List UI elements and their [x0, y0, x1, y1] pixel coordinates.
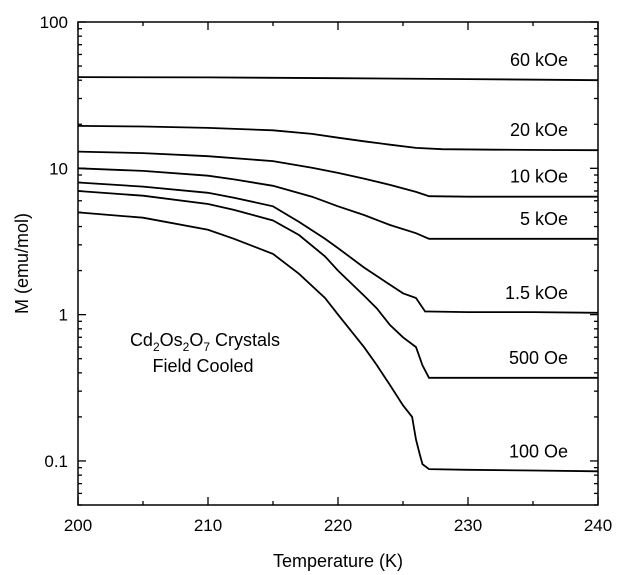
series-line [77, 150, 598, 198]
series-line [77, 76, 599, 82]
field-cooled-annotation: Field Cooled [152, 356, 253, 376]
y-tick-label: 1 [59, 306, 68, 325]
sample-annotation: Cd2Os2O7 Crystals [130, 330, 280, 354]
y-tick-label: 0.1 [44, 452, 68, 471]
series-lines [77, 76, 599, 473]
series-label: 100 Oe [509, 441, 568, 461]
series-label: 5 kOe [520, 209, 568, 229]
series-line [77, 181, 599, 314]
series-line [77, 167, 598, 240]
x-tick-label: 240 [584, 516, 612, 535]
series-label: 20 kOe [510, 120, 568, 140]
series-label: 10 kOe [510, 167, 568, 187]
series-labels: 60 kOe 20 kOe 10 kOe 5 kOe 1.5 kOe 500 Oe 100 … [505, 50, 568, 461]
series-label: 1.5 kOe [505, 283, 568, 303]
series-line [77, 190, 598, 379]
x-tick-label: 220 [324, 516, 352, 535]
x-tick-label: 200 [64, 516, 92, 535]
series-label: 60 kOe [510, 50, 568, 70]
series-line [77, 211, 599, 473]
plot-frame [77, 21, 599, 506]
series-label: 500 Oe [509, 348, 568, 368]
series-line [77, 125, 599, 152]
plot-axes: 200 210 220 230 240 0.1 1 10 100 [40, 13, 613, 535]
x-tick-label: 210 [194, 516, 222, 535]
y-tick-label: 100 [40, 13, 68, 32]
y-axis-title: M (emu/mol) [12, 213, 32, 314]
x-axis-title: Temperature (K) [273, 551, 403, 571]
x-tick-label: 230 [454, 516, 482, 535]
y-tick-label: 10 [49, 159, 68, 178]
